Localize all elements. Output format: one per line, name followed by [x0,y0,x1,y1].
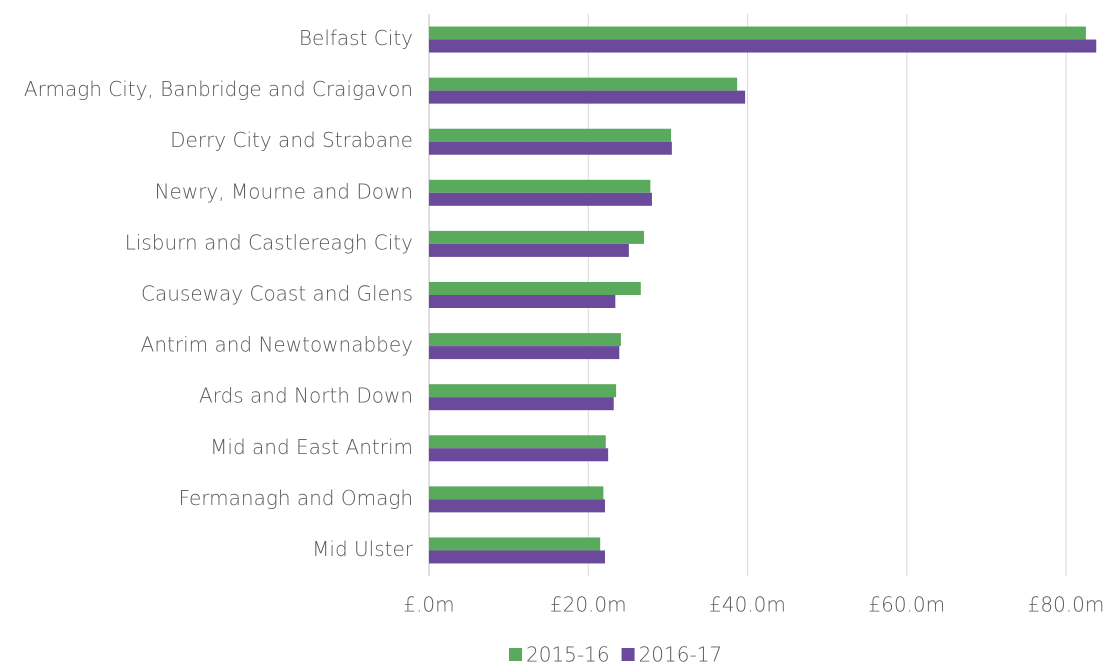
y-tick-label: Antrim and Newtownabbey [141,333,413,357]
x-tick-label: £80.0m [1028,593,1105,617]
bar [429,333,621,347]
bar [429,128,672,142]
bar [429,179,651,193]
bar [429,90,746,104]
bar [429,77,738,91]
bar [429,550,605,564]
bar [429,192,652,206]
bar [429,346,620,360]
y-tick-label: Derry City and Strabane [170,128,413,152]
x-tick-label: £40.0m [709,593,786,617]
x-tick-label: £.0m [403,593,454,617]
y-tick-label: Lisburn and Castlereagh City [125,230,413,254]
y-tick-label: Mid and East Antrim [210,435,413,459]
y-tick-label: Armagh City, Banbridge and Craigavon [24,77,413,101]
x-tick-label: £20.0m [550,593,627,617]
bar [429,384,617,398]
bar [429,499,605,513]
legend-swatch [509,648,522,661]
y-tick-label: Fermanagh and Omagh [179,486,413,510]
y-tick-label: Ards and North Down [199,384,413,408]
bar [429,448,609,462]
y-tick-label: Belfast City [299,26,413,50]
legend-label: 2015-16 [526,643,610,667]
bar [429,282,641,295]
bar [429,537,601,551]
bar [429,141,672,155]
bar [429,295,616,308]
bar [429,435,606,449]
bar [429,39,1097,53]
bar [429,397,614,411]
x-tick-label: £60.0m [868,593,945,617]
bar [429,230,644,244]
y-tick-label: Mid Ulster [312,537,414,561]
legend-swatch [621,648,635,661]
bar [429,243,629,257]
y-tick-label: Causeway Coast and Glens [141,282,413,306]
legend-label: 2016-17 [639,643,723,667]
y-tick-label: Newry, Mourne and Down [155,179,413,203]
bar [429,26,1086,40]
bar [429,486,604,500]
